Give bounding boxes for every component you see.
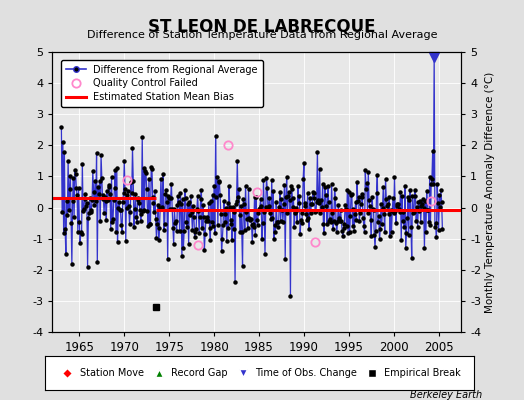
Text: Berkeley Earth: Berkeley Earth <box>410 390 482 400</box>
Legend: Station Move, Record Gap, Time of Obs. Change, Empirical Break: Station Move, Record Gap, Time of Obs. C… <box>55 365 464 381</box>
Text: ST LEON DE LABRECQUE: ST LEON DE LABRECQUE <box>148 18 376 36</box>
Legend: Difference from Regional Average, Quality Control Failed, Estimated Station Mean: Difference from Regional Average, Qualit… <box>61 60 263 107</box>
Y-axis label: Monthly Temperature Anomaly Difference (°C): Monthly Temperature Anomaly Difference (… <box>485 71 495 313</box>
Text: Difference of Station Temperature Data from Regional Average: Difference of Station Temperature Data f… <box>87 30 437 40</box>
